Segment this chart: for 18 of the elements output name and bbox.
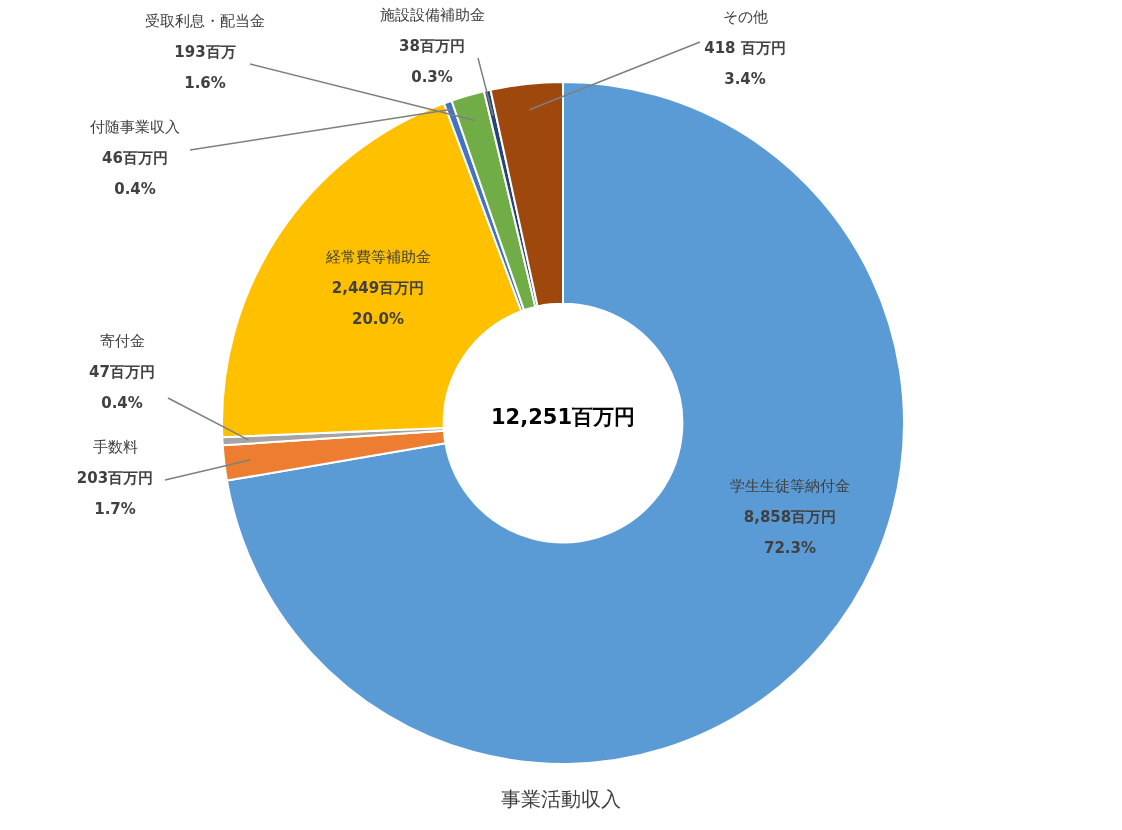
slice-label: 経常費等補助金: [324, 247, 431, 266]
data-label: 46百万円 0.4%: [102, 148, 168, 198]
data-label: 203百万円 1.7%: [76, 468, 154, 518]
data-label: 47百万円 0.4%: [89, 362, 155, 412]
data-label: 8,858百万円 72.3%: [743, 507, 837, 557]
text: 事業活動収入: [500, 786, 622, 813]
slice-label: 受取利息・配当金: [145, 11, 265, 30]
slice-label: その他: [722, 7, 768, 26]
data-label: 38百万円 0.3%: [399, 36, 465, 86]
slice-label: 手数料: [92, 437, 138, 456]
slice-label: 付随事業収入: [89, 117, 180, 136]
data-label: 193百万 1.6%: [174, 42, 236, 92]
slice-label: 寄付金: [99, 331, 145, 350]
slice-label: 学生生徒等納付金: [730, 476, 850, 495]
text: 12,251百万円: [490, 405, 636, 430]
data-label: 2,449百万円 20.0%: [331, 278, 425, 328]
data-label: 418 百万円 3.4%: [704, 38, 786, 88]
slice-label: 施設設備補助金: [379, 5, 485, 24]
